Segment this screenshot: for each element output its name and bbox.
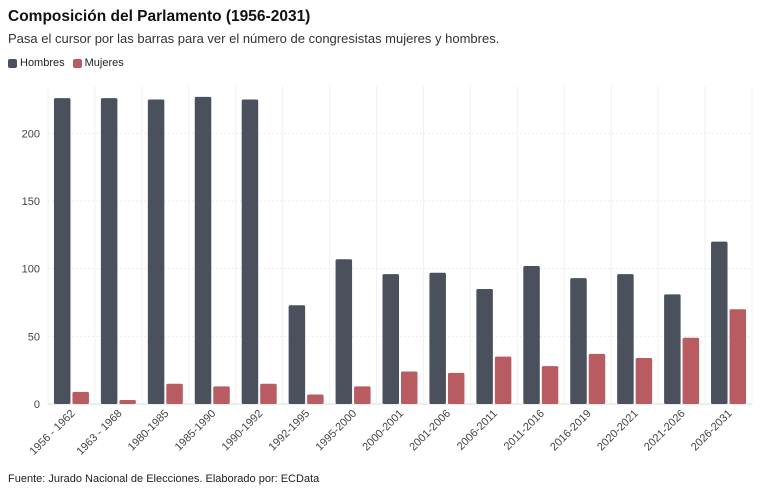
bar-mujeres[interactable]	[541, 366, 559, 404]
x-tick-label: 2026-2031	[689, 408, 735, 454]
legend-item-hombres[interactable]: Hombres	[8, 57, 65, 69]
bar-mujeres[interactable]	[354, 386, 371, 404]
x-tick-label: 2016-2019	[548, 408, 594, 454]
bar-hombres[interactable]	[335, 259, 353, 404]
bar-hombres[interactable]	[664, 294, 681, 404]
bar-hombres[interactable]	[288, 305, 306, 404]
x-tick-label: 2011-2016	[502, 408, 547, 453]
legend-swatch-hombres	[8, 58, 17, 68]
bar-hombres[interactable]	[53, 98, 71, 405]
bar-mujeres[interactable]	[635, 357, 653, 404]
bar-hombres[interactable]	[523, 265, 540, 404]
chart-legend: Hombres Mujeres	[8, 57, 124, 69]
y-tick-label: 50	[28, 331, 40, 343]
x-tick-label: 1980-1985	[126, 408, 172, 454]
x-tick-label: 2021-2026	[642, 408, 688, 454]
grid-layer	[47, 86, 753, 405]
bar-mujeres[interactable]	[119, 399, 136, 404]
x-tick-label: 2020-2021	[595, 408, 641, 454]
x-tick-label: 1963 - 1968	[75, 408, 125, 458]
chart-subtitle: Pasa el cursor por las barras para ver e…	[8, 31, 500, 46]
y-tick-label: 100	[22, 264, 40, 276]
legend-item-mujeres[interactable]: Mujeres	[72, 57, 124, 69]
x-tick-label: 1990-1992	[220, 408, 266, 454]
x-tick-label: 2001-2006	[407, 408, 453, 454]
x-tick-label: 2000-2001	[360, 408, 406, 454]
y-tick-label: 200	[22, 128, 40, 140]
legend-label-hombres: Hombres	[20, 57, 65, 69]
x-tick-label: 1992-1995	[267, 408, 313, 454]
bar-mujeres[interactable]	[682, 337, 700, 404]
bar-hombres[interactable]	[617, 274, 634, 404]
bar-hombres[interactable]	[382, 274, 400, 404]
bar-hombres[interactable]	[429, 272, 446, 404]
bar-layer	[53, 96, 747, 405]
bar-hombres[interactable]	[570, 278, 587, 404]
bar-hombres[interactable]	[476, 288, 493, 404]
bar-hombres[interactable]	[711, 241, 728, 404]
bar-mujeres[interactable]	[260, 383, 277, 404]
x-tick-label: 1995-2000	[314, 408, 360, 454]
x-tick-label: 1956 - 1962	[28, 408, 78, 458]
bar-mujeres[interactable]	[588, 353, 606, 404]
bar-mujeres[interactable]	[166, 383, 183, 404]
bar-mujeres[interactable]	[72, 391, 89, 404]
bar-mujeres[interactable]	[401, 371, 418, 404]
source-note: Fuente: Jurado Nacional de Elecciones. E…	[8, 473, 320, 485]
bar-mujeres[interactable]	[307, 394, 324, 404]
chart-title: Composición del Parlamento (1956-2031)	[8, 8, 311, 25]
y-tick-label: 0	[34, 399, 40, 411]
bar-mujeres[interactable]	[213, 386, 230, 404]
bar-hombres[interactable]	[241, 99, 259, 404]
legend-swatch-mujeres	[72, 58, 82, 68]
x-tick-label: 2006-2011	[455, 408, 500, 453]
bar-hombres[interactable]	[194, 96, 212, 404]
bar-hombres[interactable]	[100, 98, 118, 405]
bar-mujeres[interactable]	[729, 309, 747, 404]
bar-mujeres[interactable]	[447, 372, 465, 404]
bar-mujeres[interactable]	[494, 356, 512, 404]
x-tick-label: 1985-1990	[173, 408, 219, 454]
y-tick-label: 150	[22, 196, 40, 208]
bar-hombres[interactable]	[147, 99, 165, 404]
legend-label-mujeres: Mujeres	[84, 57, 124, 69]
